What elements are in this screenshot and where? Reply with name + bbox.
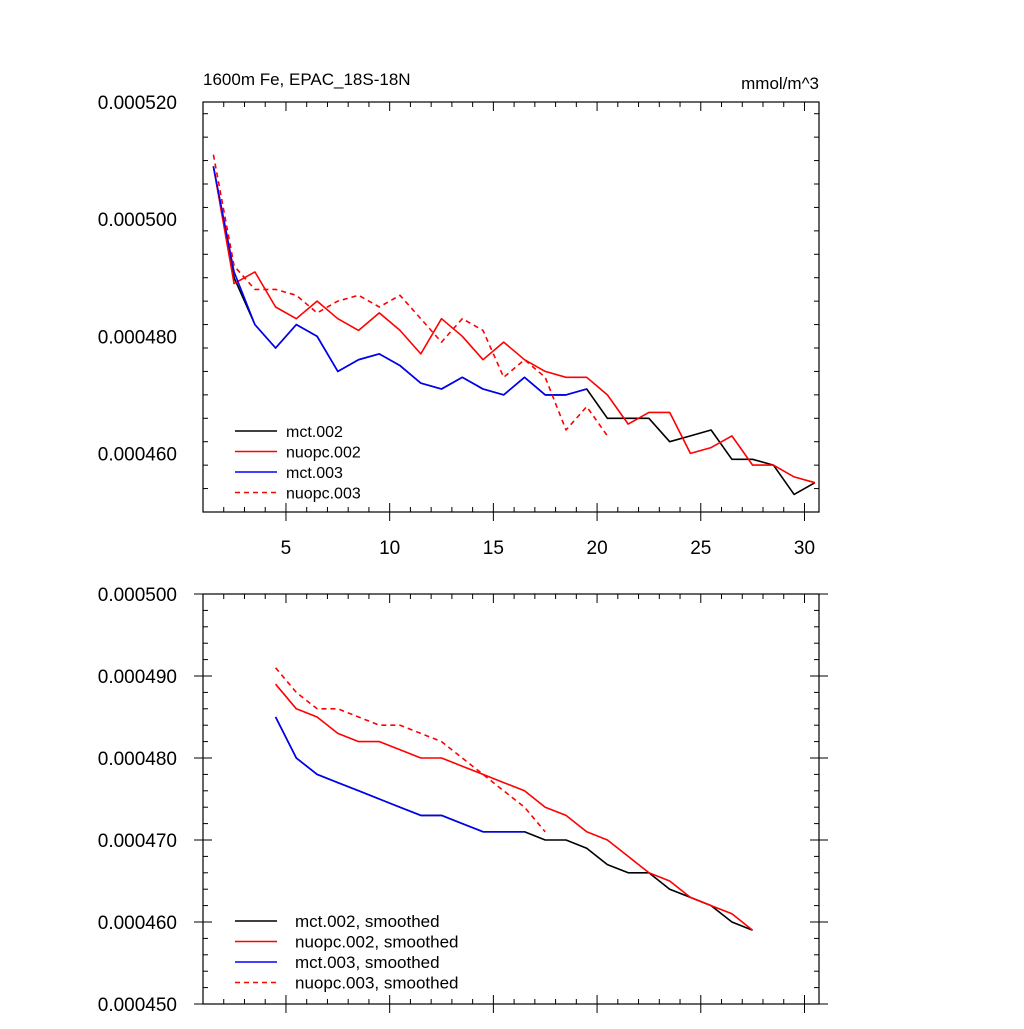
legend-label: mct.002, smoothed — [295, 912, 440, 931]
series-line-nuopc-002 — [212, 166, 816, 484]
series-line-nuopc-002-smoothed — [274, 683, 754, 931]
x-tick-label: 10 — [379, 538, 400, 559]
series-line-nuopc-003-smoothed — [274, 667, 546, 833]
legend-label: mct.002 — [286, 424, 343, 441]
legend-label: mct.003 — [286, 465, 343, 482]
series-line-mct-002-smoothed — [274, 716, 753, 931]
y-tick-label: 0.000500 — [98, 585, 177, 606]
legend-label: nuopc.002 — [286, 445, 361, 462]
units-label: mmol/m^3 — [741, 74, 819, 93]
legend-label: mct.003, smoothed — [295, 953, 440, 972]
series-line-nuopc-003 — [212, 154, 609, 437]
x-tick-label: 5 — [281, 538, 292, 559]
y-tick-label: 0.000470 — [98, 831, 177, 852]
legend-label: nuopc.002, smoothed — [295, 933, 459, 952]
y-tick-label: 0.000520 — [98, 93, 177, 114]
series-line-mct-003-smoothed — [274, 716, 525, 833]
bottom-panel: 0.000450 0.000460 0.000470 0.000480 0.000490… — [98, 585, 828, 1016]
y-tick-label: 0.000490 — [98, 667, 177, 688]
y-tick-label: 0.000500 — [98, 210, 177, 231]
y-tick-label: 0.000460 — [98, 444, 177, 465]
y-tick-label: 0.000460 — [98, 913, 177, 934]
legend-label: nuopc.003 — [286, 486, 361, 503]
plot-frame — [202, 593, 820, 1005]
plot-frame — [202, 101, 820, 513]
x-tick-label: 25 — [690, 538, 711, 559]
top-panel: 5 10 15 20 25 30 0.000460 0.000480 0.000500 0.000… — [98, 70, 820, 559]
series-line-mct-003 — [212, 166, 587, 396]
y-tick-label: 0.000480 — [98, 327, 177, 348]
x-tick-label: 30 — [794, 538, 815, 559]
chart-title: 1600m Fe, EPAC_18S-18N — [203, 70, 411, 89]
y-tick-label: 0.000480 — [98, 749, 177, 770]
x-tick-label: 15 — [483, 538, 504, 559]
y-tick-label: 0.000450 — [98, 995, 177, 1016]
legend-label: nuopc.003, smoothed — [295, 974, 459, 993]
x-tick-label: 20 — [587, 538, 608, 559]
